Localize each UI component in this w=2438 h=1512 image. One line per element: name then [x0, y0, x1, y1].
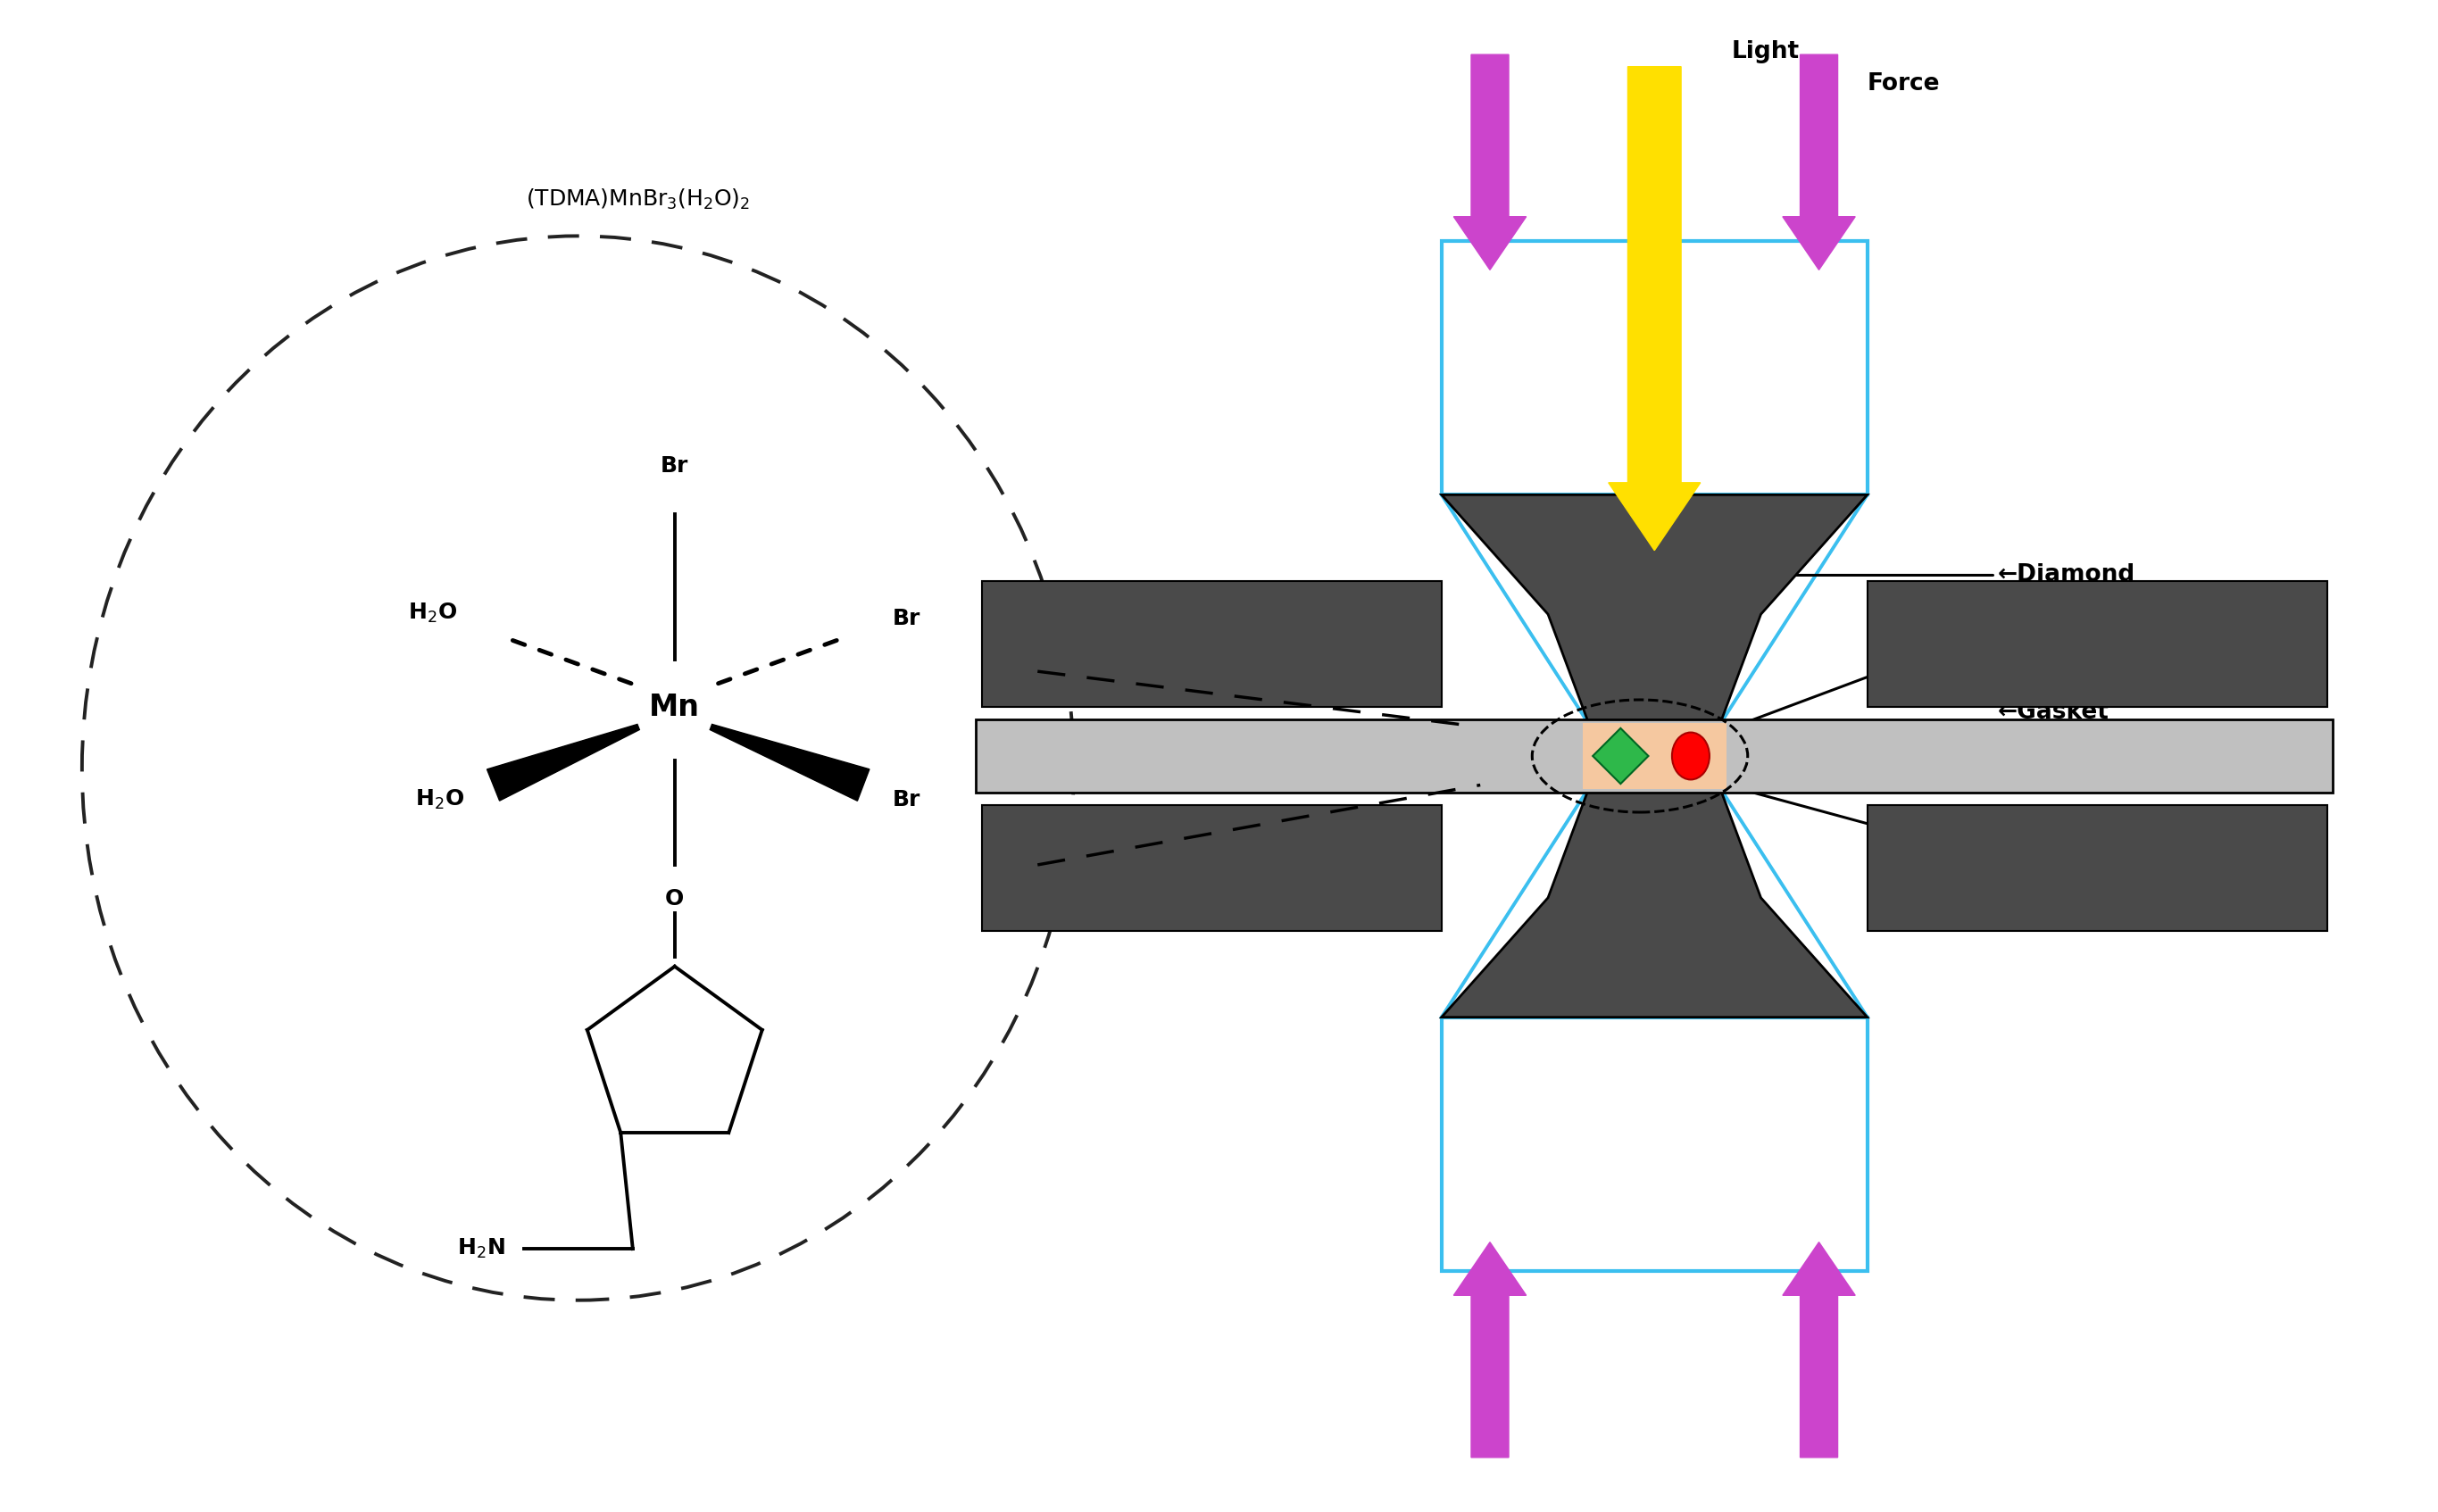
Text: Br: Br	[892, 608, 922, 629]
Bar	[1441, 1018, 1868, 1272]
Text: Force: Force	[1868, 73, 1941, 95]
Polygon shape	[1592, 729, 1648, 783]
FancyArrow shape	[1782, 1243, 1855, 1458]
FancyArrow shape	[1453, 1243, 1526, 1458]
Text: ←Diamond: ←Diamond	[1768, 564, 2136, 587]
Bar	[983, 804, 1441, 931]
Text: O: O	[666, 888, 685, 909]
Polygon shape	[1441, 788, 1868, 1018]
Polygon shape	[709, 724, 870, 801]
Bar	[983, 581, 1441, 708]
FancyArrow shape	[1609, 67, 1699, 550]
Polygon shape	[1441, 494, 1868, 724]
Text: ←Gasket: ←Gasket	[1999, 702, 2323, 759]
FancyArrow shape	[1782, 54, 1855, 269]
Ellipse shape	[1672, 732, 1709, 780]
Text: Br: Br	[661, 455, 688, 476]
Text: Mn: Mn	[649, 692, 700, 723]
Bar	[1441, 240, 1868, 494]
Text: Pressure
transmitting
medium: Pressure transmitting medium	[1714, 780, 2165, 921]
Bar	[1868, 804, 2326, 931]
Bar	[975, 720, 2333, 792]
Bar	[1868, 581, 2326, 708]
Text: H$_2$N: H$_2$N	[456, 1237, 505, 1261]
Bar	[1582, 723, 1726, 789]
Polygon shape	[488, 724, 639, 801]
Text: Ruby: Ruby	[1714, 605, 2065, 736]
Text: (TDMA)MnBr$_3$(H$_2$O)$_2$: (TDMA)MnBr$_3$(H$_2$O)$_2$	[527, 187, 751, 212]
FancyArrow shape	[1453, 54, 1526, 269]
Text: H$_2$O: H$_2$O	[414, 788, 463, 812]
Text: Br: Br	[892, 789, 922, 810]
Text: Light: Light	[1731, 41, 1799, 64]
Text: H$_2$O: H$_2$O	[407, 602, 456, 624]
